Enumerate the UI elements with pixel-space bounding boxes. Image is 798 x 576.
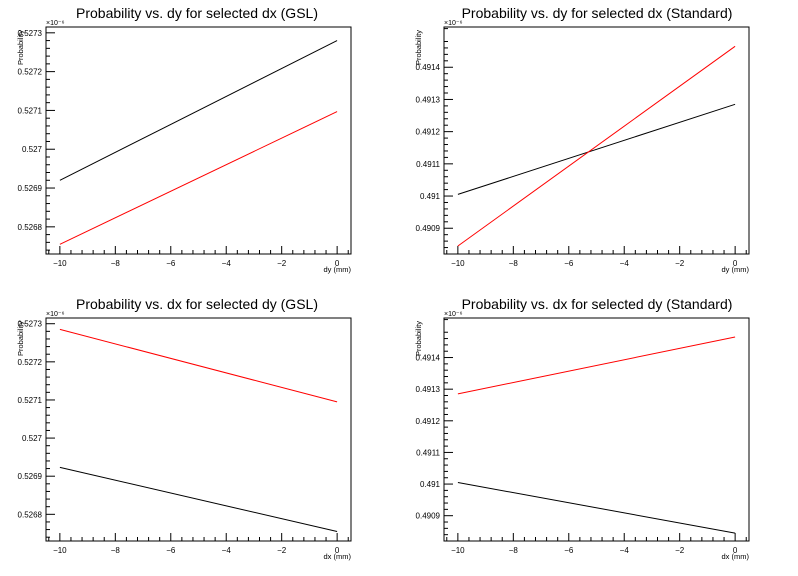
series-line-red — [457, 45, 736, 247]
chart-panel-3: Probability vs. dx for selected dy (GSL)… — [16, 296, 352, 561]
y-exponent-label: ×10⁻⁶ — [46, 311, 65, 318]
x-tick-label: −8 — [509, 546, 519, 555]
chart-title: Probability vs. dy for selected dx (Stan… — [462, 5, 733, 21]
x-tick-label: −4 — [222, 546, 232, 555]
y-tick-label: 0.5271 — [18, 396, 43, 405]
x-tick-label: −4 — [620, 546, 630, 555]
x-axis-title: dx (mm) — [722, 552, 750, 561]
x-axis-title: dy (mm) — [324, 265, 352, 274]
x-tick-label: 0 — [335, 259, 340, 268]
y-axis-title: Probability — [16, 321, 25, 356]
y-tick-label: 0.527 — [22, 434, 43, 443]
x-tick-label: −10 — [53, 546, 67, 555]
plot-frame — [443, 26, 750, 255]
chart-title: Probability vs. dx for selected dy (Stan… — [462, 296, 733, 312]
y-tick-label: 0.5268 — [18, 510, 43, 519]
x-tick-label: 0 — [733, 259, 738, 268]
chart-title: Probability vs. dx for selected dy (GSL) — [76, 296, 318, 312]
x-tick-label: −6 — [166, 259, 176, 268]
series-line-black — [457, 103, 736, 195]
y-tick-label: 0.5273 — [18, 320, 43, 329]
y-tick-label: 0.527 — [22, 145, 43, 154]
y-tick-label: 0.5271 — [18, 106, 43, 115]
x-tick-label: −6 — [166, 546, 176, 555]
series-line-red — [59, 328, 338, 403]
x-tick-label: 0 — [733, 546, 738, 555]
x-tick-label: −2 — [675, 259, 685, 268]
y-tick-label: 0.5268 — [18, 223, 43, 232]
x-tick-label: −8 — [111, 546, 121, 555]
y-tick-label: 0.5269 — [18, 184, 43, 193]
series-line-black — [59, 466, 338, 532]
y-tick-label: 0.4909 — [416, 224, 441, 233]
chart-panel-4: Probability vs. dx for selected dy (Stan… — [414, 296, 750, 561]
y-axis-title: Probability — [414, 321, 423, 356]
chart-panel-1: Probability vs. dy for selected dx (GSL)… — [16, 5, 352, 274]
x-axis-title: dx (mm) — [324, 552, 352, 561]
y-tick-label: 0.5273 — [18, 29, 43, 38]
x-tick-label: −10 — [451, 546, 465, 555]
y-exponent-label: ×10⁻⁶ — [444, 311, 463, 318]
y-tick-label: 0.4913 — [416, 95, 441, 104]
x-tick-label: 0 — [335, 546, 340, 555]
x-tick-label: −10 — [451, 259, 465, 268]
chart-panel-2: Probability vs. dy for selected dx (Stan… — [414, 5, 750, 274]
y-tick-label: 0.4914 — [416, 354, 441, 363]
y-tick-label: 0.491 — [420, 480, 441, 489]
x-tick-label: −8 — [111, 259, 121, 268]
x-tick-label: −6 — [564, 546, 574, 555]
x-tick-label: −8 — [509, 259, 519, 268]
y-tick-label: 0.4912 — [416, 128, 441, 137]
series-line-black — [59, 40, 338, 181]
plot-frame — [443, 317, 750, 542]
y-axis-title: Probability — [414, 30, 423, 65]
y-tick-label: 0.4912 — [416, 417, 441, 426]
plot-frame — [45, 317, 352, 542]
y-axis-title: Probability — [16, 30, 25, 65]
series-line-red — [457, 336, 736, 395]
series-line-red — [59, 111, 338, 245]
x-tick-label: −6 — [564, 259, 574, 268]
x-tick-label: −2 — [277, 546, 287, 555]
x-axis-title: dy (mm) — [722, 265, 750, 274]
y-tick-label: 0.4911 — [416, 160, 440, 169]
y-tick-label: 0.4914 — [416, 63, 441, 72]
x-tick-label: −2 — [675, 546, 685, 555]
y-tick-label: 0.5272 — [18, 358, 43, 367]
y-tick-label: 0.4909 — [416, 512, 441, 521]
y-exponent-label: ×10⁻⁶ — [444, 20, 463, 27]
y-tick-label: 0.491 — [420, 192, 441, 201]
y-exponent-label: ×10⁻⁶ — [46, 20, 65, 27]
x-tick-label: −2 — [277, 259, 287, 268]
series-line-black — [457, 482, 736, 534]
y-tick-label: 0.4911 — [416, 448, 440, 457]
plot-frame — [45, 26, 352, 255]
y-tick-label: 0.4913 — [416, 385, 441, 394]
x-tick-label: −4 — [620, 259, 630, 268]
y-tick-label: 0.5272 — [18, 68, 43, 77]
chart-title: Probability vs. dy for selected dx (GSL) — [76, 5, 318, 21]
x-tick-label: −4 — [222, 259, 232, 268]
y-tick-label: 0.5269 — [18, 472, 43, 481]
x-tick-label: −10 — [53, 259, 67, 268]
